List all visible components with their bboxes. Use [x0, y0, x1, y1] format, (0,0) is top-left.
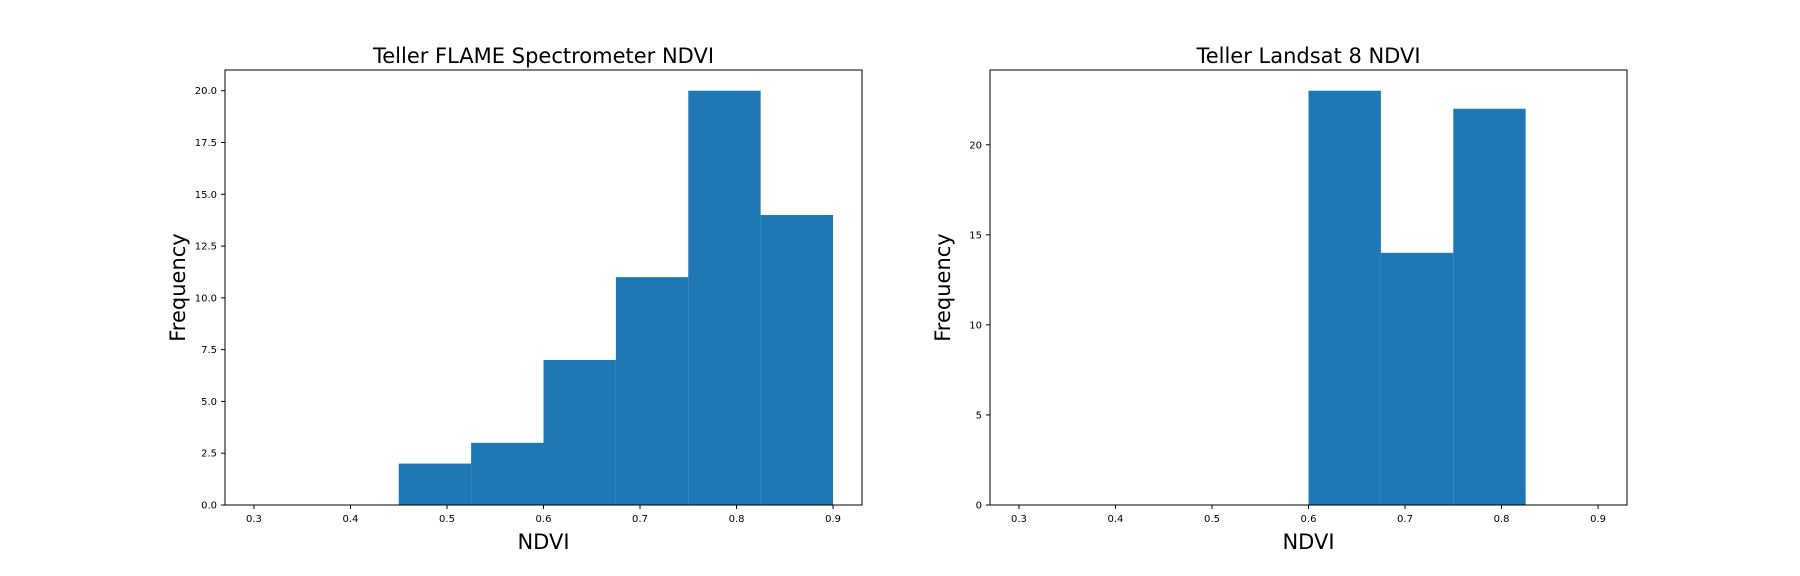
x-axis-label: NDVI — [517, 530, 569, 554]
y-tick-label: 20.0 — [195, 86, 217, 97]
y-axis-label: Frequency — [931, 233, 955, 342]
x-tick-label: 0.3 — [1011, 514, 1027, 525]
x-tick-label: 0.9 — [825, 514, 841, 525]
y-tick-label: 12.5 — [195, 242, 217, 253]
y-tick-label: 5.0 — [201, 397, 217, 408]
x-tick-label: 0.9 — [1590, 514, 1606, 525]
histogram-bar — [1380, 252, 1454, 505]
y-tick-label: 10 — [969, 320, 982, 331]
x-axis-label: NDVI — [1282, 530, 1334, 554]
x-tick-label: 0.7 — [632, 514, 648, 525]
x-tick-label: 0.6 — [1301, 514, 1317, 525]
histogram-bar — [688, 90, 761, 505]
histogram-bar — [1453, 108, 1526, 505]
x-tick-label: 0.7 — [1397, 514, 1413, 525]
histogram-bar — [1308, 90, 1381, 505]
y-tick-label: 5 — [976, 410, 982, 421]
chart-title: Teller Landsat 8 NDVI — [1195, 44, 1420, 68]
y-tick-label: 2.5 — [201, 449, 217, 460]
x-tick-label: 0.5 — [439, 514, 455, 525]
y-tick-label: 15 — [969, 230, 982, 241]
y-tick-label: 15.0 — [195, 190, 217, 201]
y-tick-label: 17.5 — [195, 138, 217, 149]
x-tick-label: 0.5 — [1204, 514, 1220, 525]
chart-panel-1: 0.3 0.4 0.5 0.6 0.7 0.8 0.9 0.0 2.5 5.0 7.5 10.0 12.… — [166, 44, 863, 554]
chart-panel-2: 0.3 0.4 0.5 0.6 0.7 0.8 0.9 0 5 10 15 20 Teller Land… — [931, 44, 1628, 554]
y-tick-label: 20 — [969, 140, 982, 151]
histogram-bar — [615, 277, 689, 505]
y-tick-label: 0.0 — [201, 501, 217, 512]
y-tick-label: 7.5 — [201, 345, 217, 356]
y-tick-label: 10.0 — [195, 293, 217, 304]
x-tick-label: 0.4 — [343, 514, 359, 525]
histogram-bar — [471, 442, 544, 505]
histogram-bar — [543, 360, 616, 505]
histogram-bar — [398, 463, 472, 505]
histogram-bar — [760, 215, 834, 505]
chart-title: Teller FLAME Spectrometer NDVI — [372, 44, 714, 68]
x-tick-label: 0.6 — [536, 514, 552, 525]
x-tick-label: 0.3 — [246, 514, 262, 525]
x-tick-label: 0.4 — [1108, 514, 1124, 525]
x-tick-label: 0.8 — [1494, 514, 1510, 525]
y-tick-label: 0 — [976, 501, 982, 512]
y-axis-label: Frequency — [166, 233, 190, 342]
x-tick-label: 0.8 — [729, 514, 745, 525]
